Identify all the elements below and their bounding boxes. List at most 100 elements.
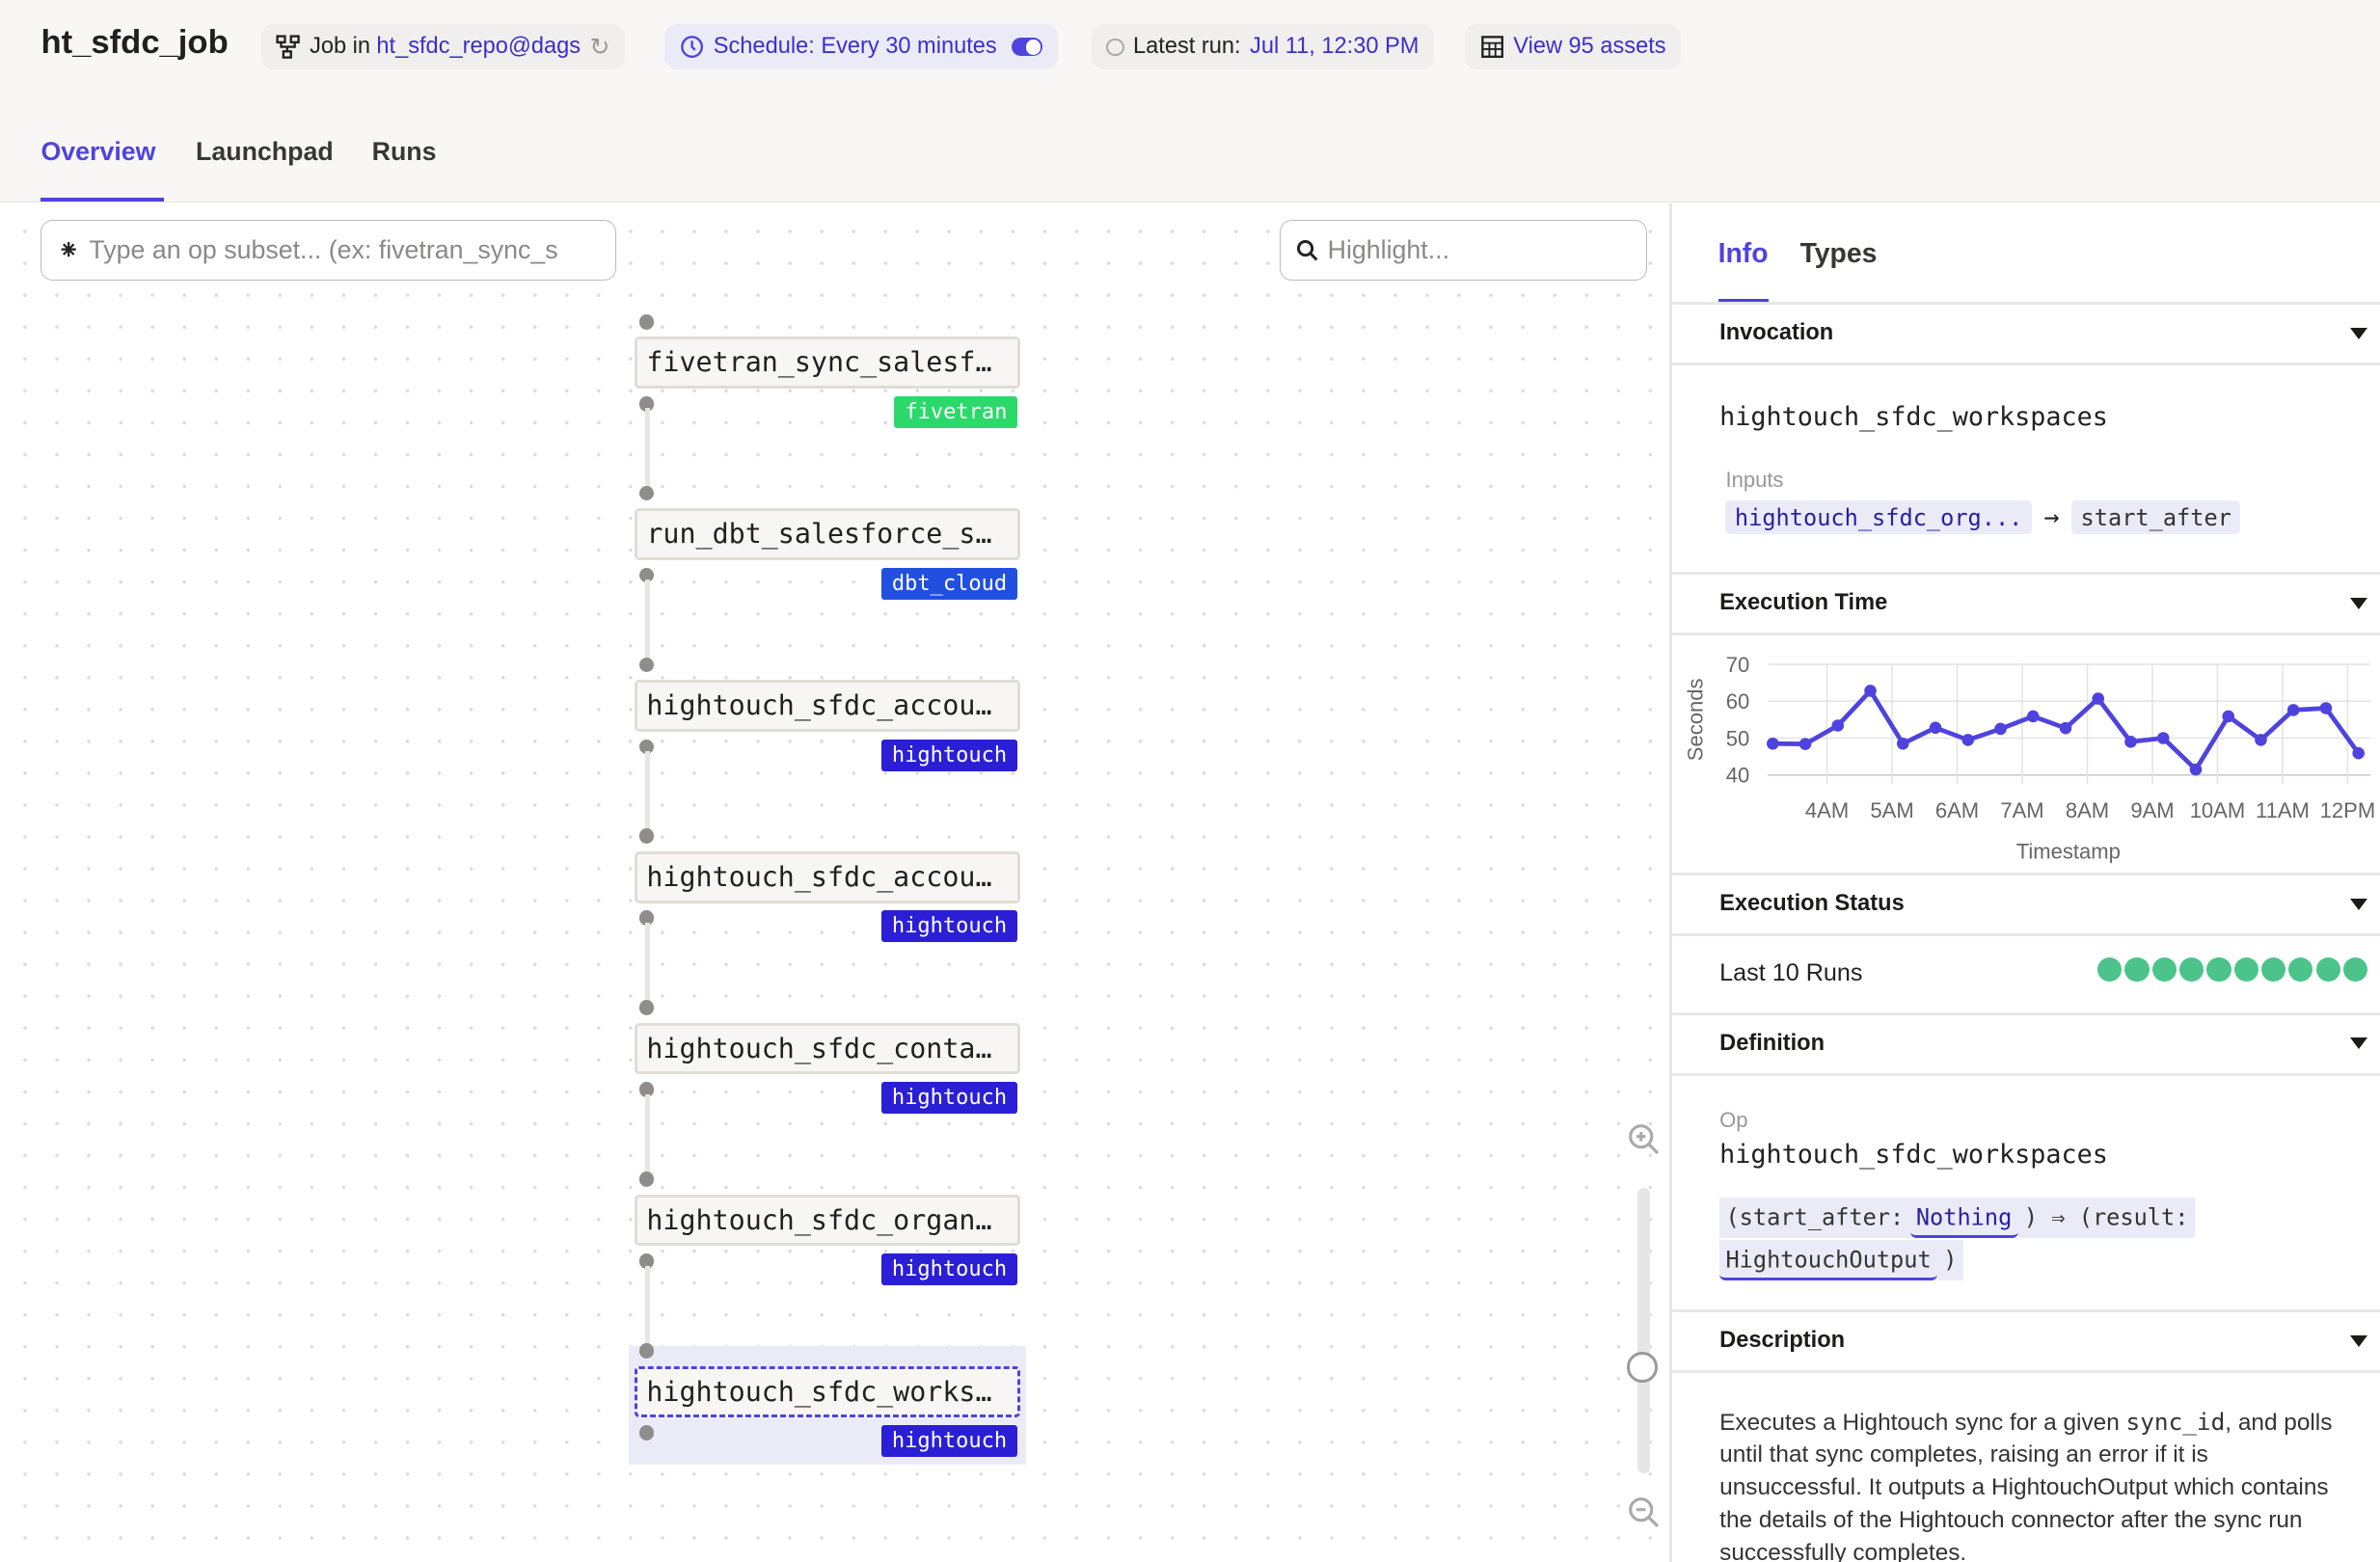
latest-run-pill[interactable]: Latest run: Jul 11, 12:30 PM bbox=[1091, 24, 1435, 70]
node-output-port[interactable] bbox=[638, 739, 655, 755]
node-input-port[interactable] bbox=[638, 485, 655, 501]
node-input-port[interactable] bbox=[638, 313, 655, 330]
run-status-dot-success[interactable] bbox=[2342, 957, 2368, 983]
input-type-link[interactable]: Nothing bbox=[1909, 1198, 2018, 1239]
op-subset-input[interactable]: ⁕ Type an op subset... (ex: fivetran_syn… bbox=[41, 220, 617, 282]
output-type-link[interactable]: HightouchOutput bbox=[1719, 1240, 1937, 1281]
node-input-port[interactable] bbox=[638, 828, 655, 845]
op-tag[interactable]: hightouch bbox=[880, 1253, 1018, 1286]
x-tick-label: 11AM bbox=[2256, 798, 2310, 822]
x-tick-label: 6AM bbox=[1935, 798, 1979, 822]
tab-runs[interactable]: Runs bbox=[371, 136, 437, 166]
node-output-port[interactable] bbox=[638, 1082, 655, 1097]
zoom-slider-track[interactable] bbox=[1637, 1188, 1650, 1474]
reload-icon[interactable]: ↻ bbox=[589, 33, 610, 61]
node-input-port[interactable] bbox=[638, 1342, 655, 1359]
run-status-dot-success[interactable] bbox=[2179, 957, 2204, 983]
op-label: Op bbox=[1719, 1108, 1748, 1132]
op-tag[interactable]: hightouch bbox=[880, 1082, 1018, 1115]
execution-time-chart: 40 50 60 70 4AM 5AM 6AM 7AM 8AM 9AM 10AM 11AM 12PM Se… bbox=[1684, 653, 2376, 864]
zoom-slider-handle[interactable] bbox=[1627, 1352, 1658, 1383]
invocation-name: hightouch_sfdc_workspaces bbox=[1719, 402, 2108, 433]
x-tick-label: 4AM bbox=[1805, 798, 1849, 822]
tab-launchpad[interactable]: Launchpad bbox=[196, 136, 334, 166]
x-tick-label: 9AM bbox=[2131, 798, 2175, 822]
node-output-port[interactable] bbox=[638, 1253, 655, 1269]
execution-time-section-header[interactable]: Execution Time bbox=[1672, 572, 2380, 636]
page-title: ht_sfdc_job bbox=[41, 24, 229, 62]
op-node[interactable]: hightouch_sfdc_conta… bbox=[634, 1022, 1020, 1075]
description-section-header[interactable]: Description bbox=[1672, 1309, 2380, 1374]
data-point bbox=[2157, 732, 2170, 745]
graph-edge bbox=[644, 579, 650, 660]
y-tick-label: 60 bbox=[1726, 690, 1750, 714]
x-tick-label: 8AM bbox=[2066, 798, 2109, 822]
op-node[interactable]: hightouch_sfdc_organ… bbox=[634, 1194, 1020, 1247]
run-status-dot-success[interactable] bbox=[2206, 957, 2231, 983]
run-status-dot-success[interactable] bbox=[2233, 957, 2258, 983]
active-tab-indicator bbox=[1717, 299, 1769, 304]
run-status-dot-success[interactable] bbox=[2151, 957, 2177, 983]
zoom-out-icon[interactable] bbox=[1626, 1495, 1663, 1531]
execution-status-section-header[interactable]: Execution Status bbox=[1672, 873, 2380, 936]
op-subset-placeholder: Type an op subset... (ex: fivetran_sync_… bbox=[89, 235, 558, 265]
node-output-port[interactable] bbox=[638, 1424, 655, 1441]
run-status-dot-success[interactable] bbox=[2260, 957, 2286, 983]
op-node[interactable]: hightouch_sfdc_accou… bbox=[634, 851, 1020, 903]
node-output-port[interactable] bbox=[638, 910, 655, 927]
execution-time-heading: Execution Time bbox=[1719, 590, 1888, 616]
highlight-placeholder: Highlight... bbox=[1327, 235, 1450, 265]
caret-down-icon[interactable] bbox=[2350, 597, 2368, 609]
node-input-port[interactable] bbox=[638, 1172, 655, 1187]
op-node[interactable]: hightouch_sfdc_accou… bbox=[634, 680, 1020, 732]
view-assets-link[interactable]: View 95 assets bbox=[1513, 34, 1666, 60]
data-point bbox=[2092, 692, 2105, 706]
input-source-chip[interactable]: hightouch_sfdc_org... bbox=[1725, 500, 2032, 534]
data-point bbox=[2320, 702, 2333, 715]
node-output-port[interactable] bbox=[638, 567, 655, 583]
op-node[interactable]: run_dbt_salesforce_s… bbox=[634, 508, 1020, 560]
x-tick-label: 10AM bbox=[2190, 798, 2246, 822]
highlight-input[interactable]: Highlight... bbox=[1279, 220, 1647, 282]
caret-down-icon[interactable] bbox=[2350, 898, 2368, 910]
run-status-dot-success[interactable] bbox=[2315, 957, 2340, 983]
schedule-toggle[interactable] bbox=[1012, 38, 1042, 57]
run-status-dot-success[interactable] bbox=[2288, 957, 2313, 983]
zoom-in-icon[interactable] bbox=[1626, 1121, 1663, 1158]
run-status-dot-success[interactable] bbox=[2097, 957, 2123, 983]
data-point bbox=[2255, 734, 2268, 747]
op-tag[interactable]: dbt_cloud bbox=[880, 567, 1018, 600]
latest-run-link[interactable]: Jul 11, 12:30 PM bbox=[1250, 34, 1420, 60]
caret-down-icon[interactable] bbox=[2350, 1037, 2368, 1049]
op-tag[interactable]: hightouch bbox=[880, 739, 1018, 771]
repo-link[interactable]: ht_sfdc_repo@dags bbox=[376, 34, 581, 60]
definition-section-header[interactable]: Definition bbox=[1672, 1011, 2380, 1076]
caret-down-icon[interactable] bbox=[2350, 327, 2368, 339]
x-tick-label: 5AM bbox=[1871, 798, 1914, 822]
node-input-port[interactable] bbox=[638, 657, 655, 673]
op-tag[interactable]: fivetran bbox=[894, 395, 1018, 428]
view-assets-pill[interactable]: View 95 assets bbox=[1464, 24, 1682, 70]
op-tag[interactable]: hightouch bbox=[880, 1424, 1018, 1458]
tab-types[interactable]: Types bbox=[1799, 238, 1878, 270]
op-node[interactable]: hightouch_sfdc_works… bbox=[634, 1365, 1020, 1418]
tab-info[interactable]: Info bbox=[1717, 238, 1769, 270]
op-signature: (start_after: Nothing) ⇒ (result: Hightouc… bbox=[1719, 1196, 2198, 1281]
invocation-section-header[interactable]: Invocation bbox=[1672, 302, 2380, 365]
schedule-pill[interactable]: Schedule: Every 30 minutes bbox=[664, 24, 1058, 70]
data-point bbox=[2190, 764, 2203, 776]
caret-down-icon[interactable] bbox=[2350, 1334, 2368, 1347]
op-node[interactable]: fivetran_sync_salesf… bbox=[634, 337, 1020, 389]
op-tag[interactable]: hightouch bbox=[880, 910, 1018, 943]
op-graph-canvas[interactable]: ⁕ Type an op subset... (ex: fivetran_syn… bbox=[0, 202, 1670, 1562]
graph-edge bbox=[644, 751, 650, 830]
job-repo-pill[interactable]: Job in ht_sfdc_repo@dags ↻ bbox=[260, 24, 626, 70]
run-status-dot-success[interactable] bbox=[2124, 957, 2150, 983]
tab-overview[interactable]: Overview bbox=[41, 136, 156, 166]
data-point bbox=[1961, 734, 1975, 747]
node-output-port[interactable] bbox=[638, 395, 655, 412]
invocation-heading: Invocation bbox=[1719, 320, 1834, 346]
data-point bbox=[2124, 736, 2138, 749]
node-input-port[interactable] bbox=[638, 1000, 655, 1015]
data-point bbox=[1897, 738, 1909, 751]
